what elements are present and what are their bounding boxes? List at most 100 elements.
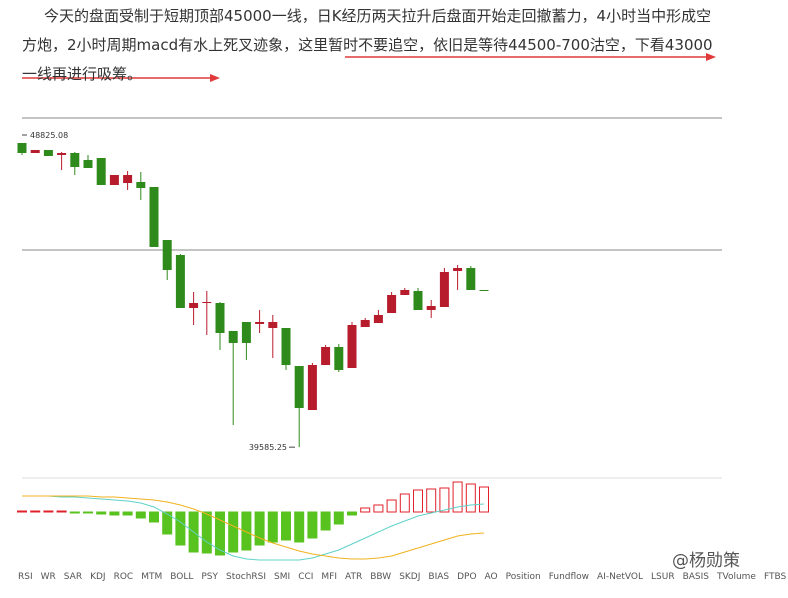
- candle-body: [241, 321, 251, 343]
- candle-body: [96, 158, 106, 185]
- indicator-tab[interactable]: DPO: [457, 572, 477, 582]
- candle-body: [439, 271, 449, 307]
- candle-body: [466, 268, 476, 290]
- arrow-head: [706, 53, 716, 61]
- macd-bar: [201, 511, 212, 554]
- macd-bar: [360, 507, 371, 513]
- indicator-tab[interactable]: SMI: [274, 572, 291, 582]
- candle-body: [83, 159, 93, 169]
- indicator-tab[interactable]: AI-NetVOL: [597, 572, 643, 582]
- indicator-tab[interactable]: SKDJ: [399, 572, 421, 582]
- candle-body: [175, 254, 185, 309]
- indicator-tab[interactable]: CCI: [298, 572, 314, 582]
- macd-bar: [149, 511, 159, 523]
- macd-bar: [228, 511, 239, 553]
- indicator-tab[interactable]: MTM: [141, 572, 163, 582]
- candle-body: [400, 289, 410, 295]
- macd-bar: [83, 511, 93, 514]
- macd-bar: [267, 511, 278, 543]
- macd-bar: [215, 511, 225, 556]
- macd-bar: [452, 481, 463, 513]
- candle-body: [334, 346, 344, 370]
- indicator-tab[interactable]: WR: [40, 572, 56, 582]
- candle-body: [453, 268, 463, 271]
- candle-body: [281, 328, 291, 365]
- candle-body: [294, 366, 304, 409]
- candle-body: [57, 153, 67, 155]
- arrow-head: [210, 74, 220, 82]
- macd-bar: [465, 483, 476, 513]
- candle-body: [347, 324, 357, 369]
- macd-bar: [479, 486, 489, 513]
- candle-body: [70, 153, 80, 167]
- indicator-tab[interactable]: BIAS: [428, 572, 450, 582]
- macd-bar: [294, 511, 305, 543]
- macd-bar: [56, 510, 67, 513]
- macd-bar: [175, 511, 186, 546]
- indicator-tab[interactable]: FTBS: [763, 572, 787, 582]
- macd-bar: [399, 493, 410, 513]
- macd-bar: [254, 511, 265, 546]
- macd-bar: [281, 511, 291, 541]
- macd-bar: [30, 510, 41, 513]
- candle-body: [123, 174, 133, 184]
- indicator-tab[interactable]: BASIS: [682, 572, 709, 582]
- indicator-tab[interactable]: ATR: [345, 572, 363, 582]
- candle-body: [413, 291, 423, 310]
- macd-bar: [426, 488, 437, 513]
- candle-body: [149, 186, 159, 247]
- indicator-tab[interactable]: TVolume: [717, 572, 756, 582]
- indicator-tab[interactable]: BOLL: [170, 572, 194, 582]
- indicator-tab[interactable]: BBW: [370, 572, 392, 582]
- candle-body: [17, 143, 27, 154]
- macd-bar: [320, 511, 331, 531]
- candle-body: [321, 346, 331, 365]
- macd-bar: [43, 510, 54, 513]
- candle-body: [268, 321, 278, 329]
- macd-line: [22, 495, 485, 560]
- article-text: 今天的盘面受制于短期顶部45000一线，日K经历两天拉升后盘面开始走回撤蓄力，4…: [22, 7, 713, 83]
- macd-bar: [135, 511, 146, 519]
- watermark: @杨勋策: [672, 551, 740, 571]
- macd-bar: [17, 510, 27, 513]
- candle-body: [109, 174, 119, 185]
- candle-body: [162, 239, 172, 270]
- low-label: 39585.25: [249, 443, 287, 452]
- macd-bar: [439, 487, 450, 513]
- candle-body: [215, 303, 225, 334]
- candle-body: [255, 321, 265, 324]
- macd-bar: [122, 511, 133, 516]
- indicator-tab[interactable]: Fundflow: [548, 572, 590, 582]
- macd-bar: [413, 489, 423, 513]
- candle-body: [307, 364, 317, 410]
- indicator-tab[interactable]: SAR: [63, 572, 83, 582]
- candle-body: [360, 319, 370, 327]
- indicator-tab[interactable]: PSY: [201, 572, 219, 582]
- macd-bar: [109, 511, 120, 516]
- indicator-tab[interactable]: Position: [505, 572, 541, 582]
- candle-body: [228, 330, 238, 343]
- candle-body: [30, 149, 40, 154]
- macd-bar: [373, 504, 384, 513]
- candle-body: [189, 303, 199, 309]
- indicator-tab[interactable]: LSUR: [651, 572, 675, 582]
- candle-body: [202, 301, 212, 304]
- macd-bar: [241, 511, 252, 551]
- indicator-tab[interactable]: MFI: [321, 572, 338, 582]
- candle-body: [373, 314, 383, 324]
- candle-body: [387, 294, 397, 314]
- macd-bar: [333, 511, 344, 525]
- candle-body: [426, 306, 436, 310]
- candle-body: [43, 149, 53, 157]
- indicator-tab[interactable]: ROC: [113, 572, 134, 582]
- macd-bar: [162, 511, 173, 535]
- macd-bar: [96, 511, 107, 515]
- macd-bar: [307, 511, 318, 539]
- indicator-tab[interactable]: KDJ: [90, 572, 106, 582]
- high-label: 48825.08: [30, 131, 68, 140]
- indicator-tab[interactable]: StochRSI: [226, 572, 267, 582]
- indicator-tab[interactable]: RSI: [18, 572, 33, 582]
- candle-body: [136, 181, 146, 189]
- indicator-tab[interactable]: AO: [484, 572, 498, 582]
